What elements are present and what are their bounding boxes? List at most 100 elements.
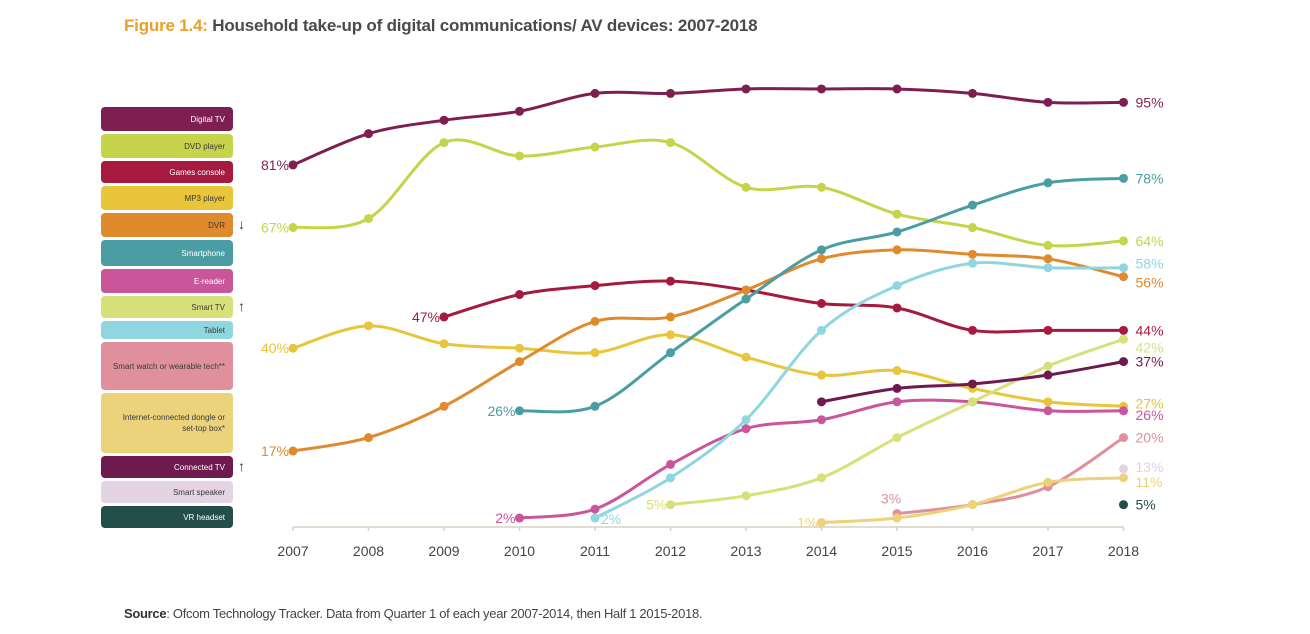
source-label: Source [124, 606, 167, 621]
legend-label: DVD player [184, 141, 225, 151]
data-point [515, 513, 524, 523]
data-point [817, 84, 826, 94]
data-point [741, 424, 751, 434]
data-point [892, 397, 902, 407]
series-line [292, 248, 1124, 453]
data-point [892, 245, 902, 255]
start-value-label: 40% [261, 340, 289, 356]
data-point [892, 303, 902, 313]
data-point [666, 88, 675, 98]
data-point [892, 281, 902, 291]
legend-item: Smart speaker [101, 481, 233, 503]
data-point [892, 513, 902, 523]
data-point [364, 214, 373, 224]
start-value-label: 1% [797, 515, 817, 531]
data-point [892, 227, 902, 237]
legend-item: Smart watch or wearable tech** [101, 342, 233, 390]
data-point [1043, 254, 1053, 264]
data-point [741, 294, 751, 304]
legend-item: MP3 player [101, 186, 233, 210]
data-point [817, 245, 826, 255]
data-point [1119, 357, 1128, 367]
legend-item: VR headset [101, 506, 233, 528]
arrow-down-icon: ↓ [238, 216, 245, 232]
end-value-label: 44% [1136, 322, 1164, 338]
data-point [666, 276, 675, 286]
data-point [1119, 464, 1128, 474]
data-point [515, 151, 524, 161]
end-value-label: 42% [1136, 339, 1164, 355]
x-tick-label: 2011 [580, 543, 610, 559]
data-point [666, 312, 675, 322]
start-value-label: 5% [646, 497, 666, 513]
legend-item: Connected TV [101, 456, 233, 478]
legend-item: Internet-connected dongle or set-top box… [101, 393, 233, 453]
data-point [515, 357, 524, 367]
data-point [439, 312, 449, 322]
data-point [741, 491, 751, 501]
series-line [443, 279, 1124, 334]
end-value-label: 26% [1136, 407, 1164, 423]
start-value-label: 47% [412, 309, 440, 325]
data-point [590, 504, 600, 514]
series-line [292, 138, 1124, 248]
start-value-label: 2% [601, 511, 621, 527]
arrow-up-icon: ↑ [238, 458, 245, 474]
legend-label: Internet-connected dongle or set-top box… [122, 413, 225, 433]
legend-item: Smart TV [101, 296, 233, 318]
data-point [1043, 178, 1053, 188]
data-point [741, 415, 751, 425]
data-point [590, 281, 600, 291]
data-point [1119, 325, 1128, 335]
end-value-label: 95% [1136, 94, 1164, 110]
legend: Digital TV DVD player Games console MP3 pla… [101, 107, 233, 531]
data-point [968, 258, 977, 268]
legend-item: DVD player [101, 134, 233, 158]
legend-item: Tablet [101, 321, 233, 339]
data-point [817, 299, 826, 308]
title-text: Household take-up of digital communicati… [207, 16, 758, 35]
legend-label: Games console [169, 167, 225, 177]
series-line [896, 436, 1125, 516]
data-point [364, 321, 373, 331]
data-point [892, 209, 902, 219]
data-point [1043, 406, 1053, 416]
x-tick-label: 2018 [1108, 543, 1139, 559]
legend-label: Tablet [203, 325, 225, 335]
data-point [1119, 406, 1128, 416]
data-point [1043, 325, 1053, 335]
data-point [1043, 477, 1053, 487]
data-point [666, 330, 675, 340]
data-labels: 81% 95% 67% 64% 47% 44% 40% 27% 17% 56% 26% 78% 2% 26… [261, 94, 1164, 530]
data-point [817, 397, 826, 407]
legend-label: E-reader [193, 276, 225, 286]
series-line [292, 87, 1124, 167]
legend-item: Smartphone [101, 240, 233, 266]
data-point [364, 129, 373, 139]
start-value-label: 17% [261, 443, 289, 459]
data-point [1119, 97, 1128, 107]
legend-label: Smart speaker [172, 487, 225, 497]
legend-item: Games console [101, 161, 233, 183]
data-point [741, 84, 751, 94]
data-point [666, 348, 675, 358]
data-point [817, 370, 826, 380]
data-point [590, 401, 600, 411]
data-point [817, 415, 826, 425]
data-point [590, 513, 600, 523]
data-point [590, 88, 600, 98]
data-point [1119, 433, 1128, 443]
x-tick-label: 2013 [730, 543, 761, 559]
data-point [1043, 97, 1053, 107]
end-value-label: 78% [1136, 170, 1164, 186]
data-point [1043, 361, 1053, 371]
data-point [515, 106, 524, 116]
end-value-label: 20% [1136, 430, 1164, 446]
end-value-label: 11% [1136, 474, 1163, 490]
legend-label: DVR [208, 220, 225, 230]
data-point [892, 383, 902, 393]
data-point [968, 325, 977, 335]
end-value-label: 27% [1136, 395, 1164, 411]
legend-item: DVR [101, 213, 233, 237]
start-value-label: 81% [261, 157, 289, 173]
